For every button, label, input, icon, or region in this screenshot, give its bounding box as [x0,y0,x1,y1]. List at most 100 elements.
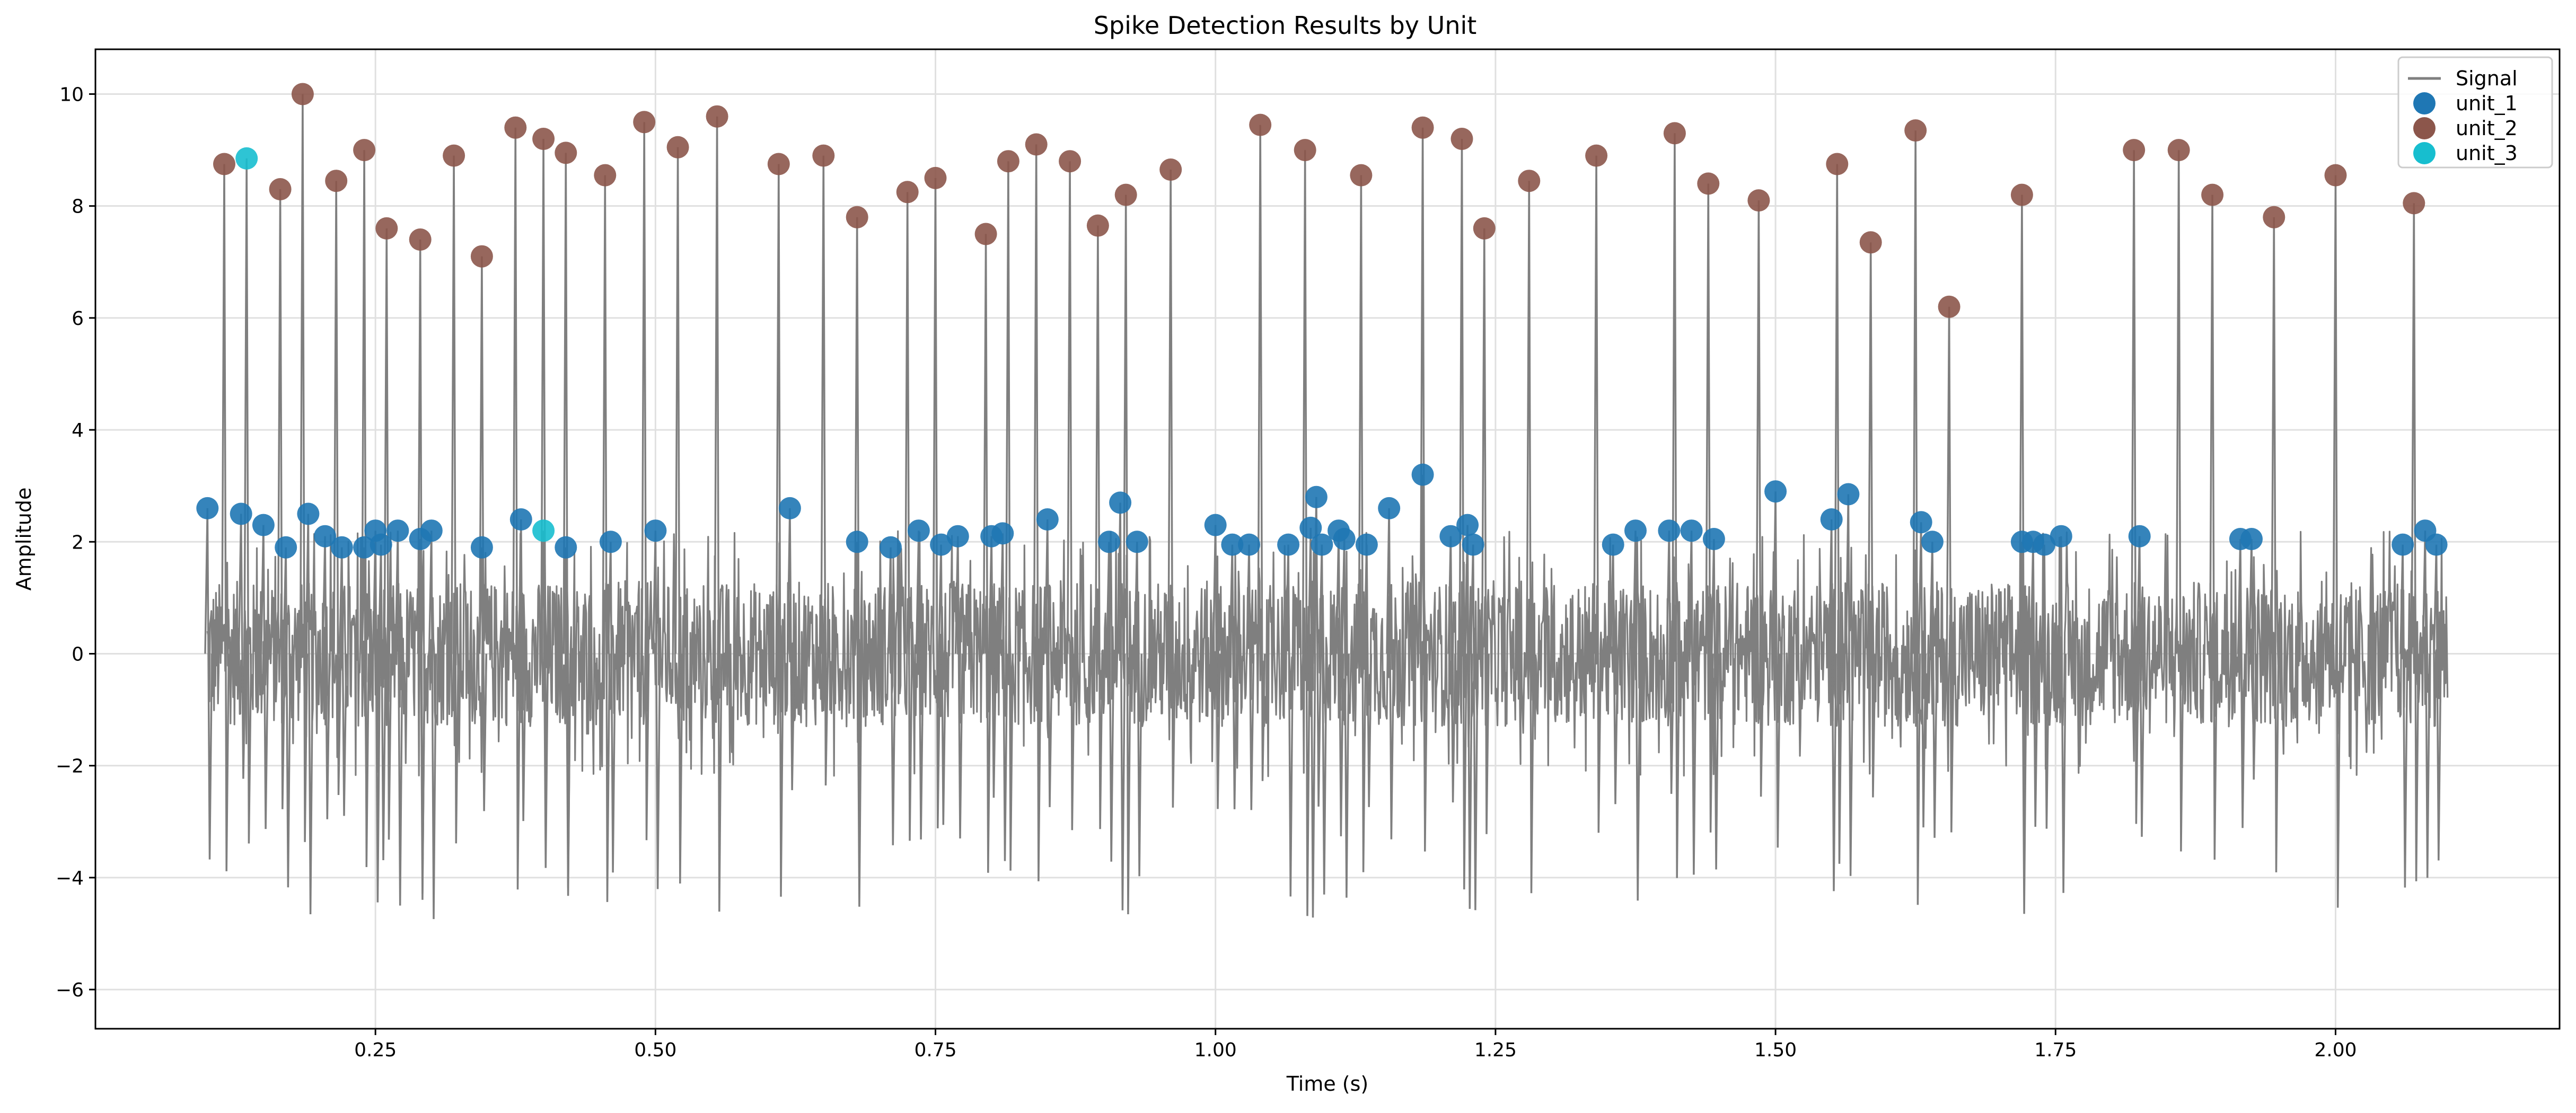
signal-spike [714,116,723,912]
unit_1-point [1126,531,1148,553]
signal-trace [206,530,2449,778]
signal-spike [260,525,269,829]
unit_1-point [2033,533,2056,556]
unit_1-point [1221,533,1244,556]
signal-spike [221,164,230,871]
unit_1-point [196,497,219,519]
signal-spike [338,547,348,816]
signal-spike [1666,531,1675,794]
signal-spike [540,531,549,868]
legend-marker-swatch [2413,117,2436,139]
signal-spike [1212,525,1221,809]
signal-spike [377,544,386,861]
unit_1-point [2392,533,2414,556]
unit_2-point [1294,139,1316,162]
signal-spike [394,531,403,906]
signal-spike [1845,494,1854,876]
unit_2-point [2010,183,2033,206]
unit_2-point [1059,150,1082,173]
x-tick-label: 1.50 [1754,1039,1797,1061]
signal-spike [243,158,252,844]
unit_2-point [1518,170,1541,192]
signal-spike [1755,200,1764,797]
unit_1-point [1036,508,1059,531]
tick-layer: 0.25 0.50 0.75 1.00 1.25 1.50 1.75 2.00 −6 −4 −2 0 2… [56,84,2357,1061]
legend-frame [2397,56,2553,169]
signal-spike [451,155,460,844]
unit_2-point [1697,172,1720,195]
unit_1-point [386,519,409,542]
signal-spike [2018,195,2028,792]
signal-spike [954,536,964,839]
unit_2-point [532,128,555,150]
signal-spike [1044,519,1053,807]
unit_2-point [594,164,617,187]
chart-title: Spike Detection Results by Unit [1094,11,1477,40]
unit_1-point [1837,483,1860,506]
signal-spike [283,547,292,888]
signal-spike [1358,175,1367,872]
unit_1-point [880,536,902,559]
signal-spike [2209,195,2218,860]
unit_1-point [1439,525,1462,547]
unit_1-point [846,531,868,553]
signal-spike [1033,144,1042,881]
unit_1-point [470,536,493,559]
unit_1-point [252,514,275,536]
unit_1-point [330,536,353,559]
signal-spike [305,514,314,915]
unit_2-point [1025,133,1048,156]
signal-spike [1246,544,1255,810]
unit_1-point [509,508,532,531]
unit_2-point [213,153,235,175]
legend-marker-swatch [2413,92,2436,114]
signal-spike [652,531,661,889]
signal-spike [932,178,941,828]
unit_2-point [375,217,398,240]
signal-spike [1526,181,1535,894]
y-tick-label: 10 [59,84,84,105]
signal-spike [2248,538,2257,780]
signal-spike [2030,542,2039,827]
signal-spike [1710,538,1720,870]
unit_1-point [991,522,1014,545]
unit_1-point [1333,528,1356,550]
x-tick-label: 0.25 [354,1039,397,1061]
unit_2-point [767,153,790,175]
signal-spike [988,536,997,798]
x-axis-label: Time (s) [1286,1072,1369,1096]
unit_2-point [633,111,656,134]
unit_1-point [1764,480,1787,503]
signal-spike [333,181,342,796]
signal-spike [2399,544,2408,888]
signal-spike [1946,306,1955,833]
unit_1-point [2050,525,2072,547]
unit_1-point [297,502,320,525]
signal-spike [1918,522,1927,828]
signal-spike [2131,150,2140,824]
unit_1-point [1456,514,1479,536]
unit_2-point [504,116,527,139]
signal-spike [1447,536,1456,803]
signal-spike [1117,502,1126,911]
unit_1-point [930,533,953,556]
signal-spike [1229,544,1238,809]
signal-spike [1481,228,1490,834]
unit_1-point [1658,519,1681,542]
unit_1-point [778,497,801,519]
signal-spike [2136,536,2145,837]
signal-spike [417,239,426,894]
signal-spike [982,234,991,873]
signal-spike [277,189,286,809]
signal-spike [238,514,247,779]
signal-spike [1122,195,1131,915]
signal-layer [204,94,2449,920]
unit_2-point [2263,206,2285,228]
signal-spike [1106,542,1115,862]
signal-spike [1705,183,1714,833]
signal-spike [322,536,331,819]
unit_1-point [1378,497,1401,519]
unit_2-point [353,139,376,162]
unit_1-point [1462,533,1484,556]
